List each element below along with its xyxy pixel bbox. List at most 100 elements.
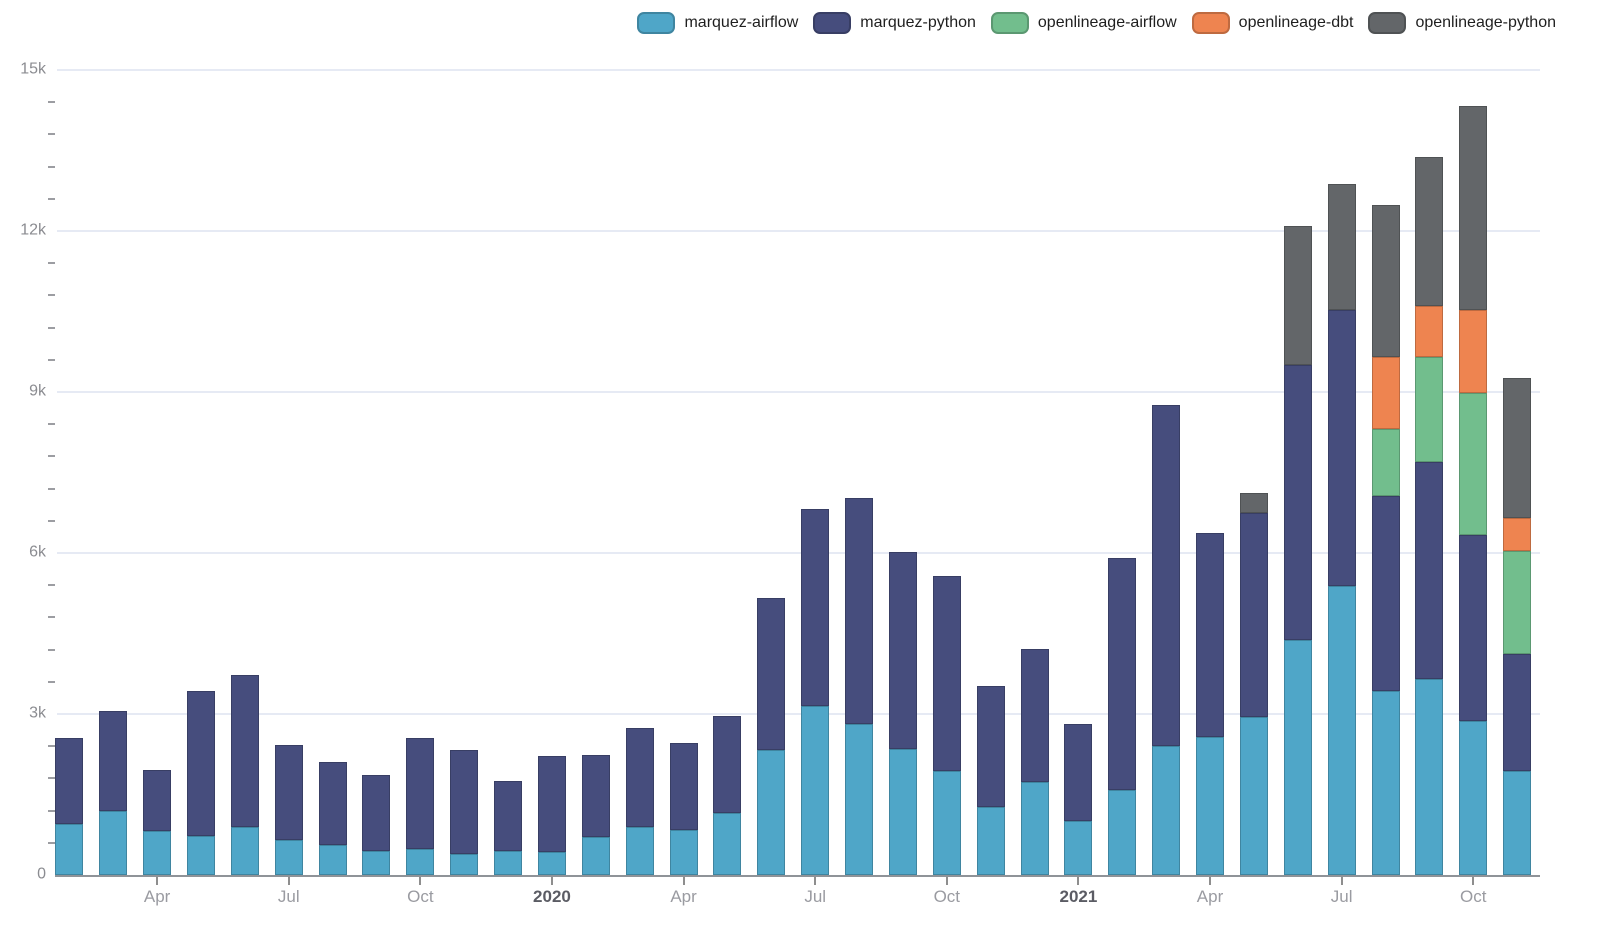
openlineage-dbt-bar-segment[interactable] xyxy=(1371,357,1400,430)
marquez-airflow-bar-segment[interactable] xyxy=(581,836,610,875)
marquez-python-bar-segment[interactable] xyxy=(318,761,347,845)
x-axis-tick xyxy=(945,877,948,885)
marquez-python-bar-segment[interactable] xyxy=(1239,512,1268,717)
marquez-airflow-bar-segment[interactable] xyxy=(1415,678,1444,875)
legend-item-openlineage-airflow[interactable]: openlineage-airflow xyxy=(990,12,1177,34)
marquez-python-bar-segment[interactable] xyxy=(450,749,479,855)
openlineage-python-bar-segment[interactable] xyxy=(1239,493,1268,513)
marquez-python-bar-segment[interactable] xyxy=(274,744,303,840)
marquez-airflow-bar-segment[interactable] xyxy=(801,705,830,875)
marquez-airflow-bar-segment[interactable] xyxy=(669,829,698,875)
openlineage-airflow-bar-segment[interactable] xyxy=(1459,393,1488,535)
y-axis-tick-label: 0 xyxy=(37,865,46,883)
marquez-airflow-bar-segment[interactable] xyxy=(1239,716,1268,875)
openlineage-python-bar-segment[interactable] xyxy=(1503,378,1532,518)
marquez-python-bar-segment[interactable] xyxy=(1020,649,1049,783)
marquez-airflow-bar-segment[interactable] xyxy=(1152,745,1181,875)
openlineage-airflow-bar-segment[interactable] xyxy=(1503,551,1532,655)
openlineage-airflow-bar-segment[interactable] xyxy=(1415,356,1444,463)
marquez-airflow-bar-segment[interactable] xyxy=(1371,690,1400,875)
marquez-python-bar-segment[interactable] xyxy=(1283,364,1312,640)
marquez-airflow-bar-segment[interactable] xyxy=(318,844,347,875)
marquez-python-bar-segment[interactable] xyxy=(1371,495,1400,691)
marquez-python-bar-segment[interactable] xyxy=(1503,654,1532,772)
marquez-python-bar-segment[interactable] xyxy=(1459,534,1488,721)
x-axis-tick xyxy=(287,877,290,885)
legend-item-openlineage-python[interactable]: openlineage-python xyxy=(1368,12,1556,34)
marquez-python-bar-segment[interactable] xyxy=(932,576,961,772)
marquez-airflow-bar-segment[interactable] xyxy=(888,748,917,875)
marquez-python-bar-segment[interactable] xyxy=(406,737,435,849)
marquez-airflow-bar-segment[interactable] xyxy=(362,851,391,875)
marquez-python-bar-segment[interactable] xyxy=(55,738,84,824)
openlineage-python-bar-segment[interactable] xyxy=(1371,204,1400,358)
marquez-airflow-bar-segment[interactable] xyxy=(976,806,1005,875)
x-axis-tick-label: Jul xyxy=(1330,887,1353,906)
marquez-airflow-bar-segment[interactable] xyxy=(406,848,435,875)
marquez-airflow-bar-segment[interactable] xyxy=(932,771,961,875)
openlineage-python-bar-segment[interactable] xyxy=(1327,184,1356,310)
marquez-python-bar-segment[interactable] xyxy=(187,691,215,837)
marquez-airflow-bar-segment[interactable] xyxy=(143,830,172,875)
y-axis-minor-tick xyxy=(48,616,55,619)
marquez-python-bar-segment[interactable] xyxy=(801,508,830,706)
marquez-airflow-bar-segment[interactable] xyxy=(757,749,786,875)
marquez-python-bar-segment[interactable] xyxy=(845,497,874,724)
marquez-python-bar-segment[interactable] xyxy=(713,716,742,814)
openlineage-dbt-bar-segment[interactable] xyxy=(1503,517,1532,552)
y-axis-minor-tick xyxy=(48,326,55,329)
openlineage-python-bar-segment[interactable] xyxy=(1459,105,1488,311)
marquez-airflow-bar-segment[interactable] xyxy=(450,854,479,875)
marquez-airflow-bar-segment[interactable] xyxy=(845,723,874,875)
marquez-airflow-bar-segment[interactable] xyxy=(99,810,128,875)
marquez-airflow-bar-segment[interactable] xyxy=(1020,782,1049,875)
marquez-python-bar-segment[interactable] xyxy=(757,597,786,750)
marquez-python-bar-segment[interactable] xyxy=(1327,309,1356,586)
legend-item-openlineage-dbt[interactable]: openlineage-dbt xyxy=(1191,12,1353,34)
openlineage-dbt-bar-segment[interactable] xyxy=(1415,306,1444,357)
marquez-python-bar-segment[interactable] xyxy=(143,770,172,831)
openlineage-dbt-bar-segment[interactable] xyxy=(1459,310,1488,394)
marquez-airflow-bar-segment[interactable] xyxy=(1064,820,1093,875)
marquez-airflow-bar-segment[interactable] xyxy=(1327,585,1356,875)
legend-item-marquez-python[interactable]: marquez-python xyxy=(813,12,976,34)
x-axis-tick xyxy=(156,877,159,885)
marquez-airflow-bar-segment[interactable] xyxy=(230,826,259,875)
marquez-python-bar-segment[interactable] xyxy=(494,780,523,852)
marquez-airflow-bar-segment[interactable] xyxy=(713,813,742,875)
marquez-python-bar-segment[interactable] xyxy=(1108,557,1137,790)
marquez-airflow-bar-segment[interactable] xyxy=(537,851,566,875)
marquez-python-bar-segment[interactable] xyxy=(362,775,391,852)
marquez-airflow-bar-segment[interactable] xyxy=(274,839,303,875)
marquez-python-bar-segment[interactable] xyxy=(1152,405,1181,746)
marquez-python-bar-segment[interactable] xyxy=(537,755,566,852)
marquez-python-bar-segment[interactable] xyxy=(625,728,654,827)
openlineage-airflow-bar-segment[interactable] xyxy=(1371,429,1400,496)
marquez-python-bar-segment[interactable] xyxy=(976,685,1005,807)
marquez-python-bar-segment[interactable] xyxy=(99,711,128,811)
y-gridline-3000 xyxy=(57,713,1540,715)
marquez-python-bar-segment[interactable] xyxy=(669,742,698,830)
y-axis-tick-label: 9k xyxy=(29,382,46,400)
marquez-python-bar-segment[interactable] xyxy=(230,674,259,827)
marquez-airflow-bar-segment[interactable] xyxy=(1108,789,1137,875)
marquez-python-bar-segment[interactable] xyxy=(1196,532,1225,738)
marquez-airflow-bar-segment[interactable] xyxy=(1503,771,1532,875)
marquez-airflow-bar-segment[interactable] xyxy=(187,836,215,875)
marquez-airflow-bar-segment[interactable] xyxy=(494,851,523,875)
marquez-airflow-bar-segment[interactable] xyxy=(1196,737,1225,875)
marquez-python-bar-segment[interactable] xyxy=(1415,462,1444,679)
x-axis-tick xyxy=(419,877,422,885)
openlineage-python-bar-segment[interactable] xyxy=(1415,156,1444,307)
marquez-airflow-bar-segment[interactable] xyxy=(55,824,84,875)
marquez-python-bar-segment[interactable] xyxy=(581,755,610,837)
marquez-airflow-bar-segment[interactable] xyxy=(625,826,654,875)
marquez-python-bar-segment[interactable] xyxy=(888,551,917,749)
marquez-python-bar-segment[interactable] xyxy=(1064,724,1093,821)
legend-item-marquez-airflow[interactable]: marquez-airflow xyxy=(637,12,798,34)
marquez-airflow-bar-segment[interactable] xyxy=(1459,720,1488,875)
marquez-airflow-bar-segment[interactable] xyxy=(1283,639,1312,875)
y-axis-minor-tick xyxy=(48,101,55,104)
openlineage-python-bar-segment[interactable] xyxy=(1283,225,1312,365)
legend-swatch-icon xyxy=(813,12,852,34)
